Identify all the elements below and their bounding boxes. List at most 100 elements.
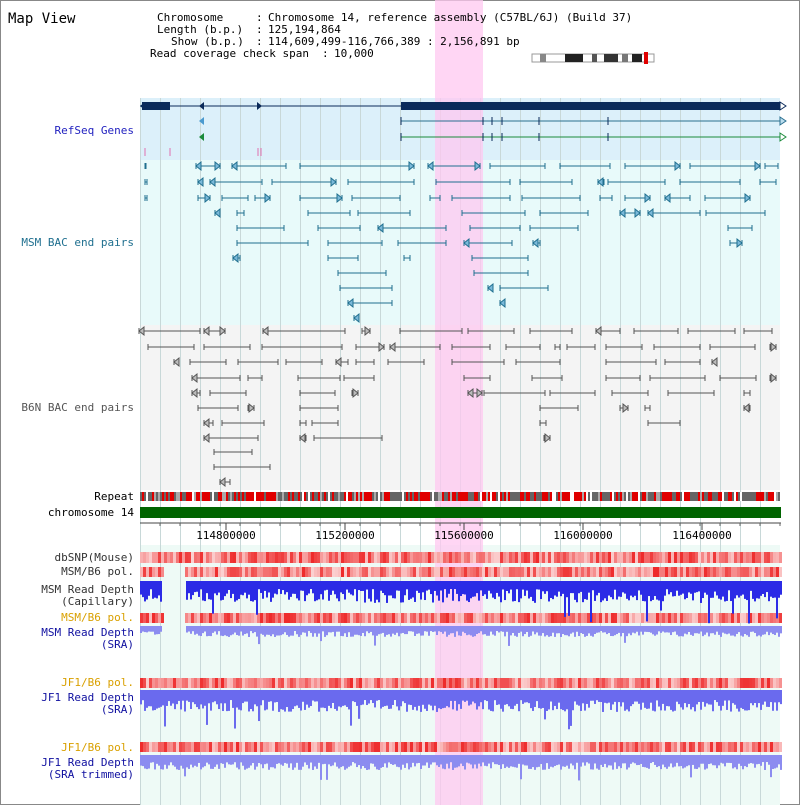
bac-end-pair[interactable]: [554, 344, 561, 350]
track-label-jf1-pol-2[interactable]: JF1/B6 pol.: [61, 741, 134, 754]
bac-end-pair[interactable]: [299, 192, 343, 204]
bac-end-pair[interactable]: [387, 359, 425, 365]
bac-end-pair[interactable]: [471, 255, 529, 261]
depth-row[interactable]: [140, 626, 782, 646]
bac-end-pair[interactable]: [521, 195, 581, 201]
bac-end-pair[interactable]: [299, 390, 336, 396]
bac-end-pair[interactable]: [337, 270, 387, 276]
bac-end-pair[interactable]: [377, 222, 447, 234]
bac-end-pair[interactable]: [559, 163, 611, 169]
bac-end-pair[interactable]: [653, 344, 701, 350]
bac-end-pair[interactable]: [529, 328, 573, 334]
bac-end-pair[interactable]: [361, 325, 371, 337]
track-label-refseq[interactable]: RefSeq Genes: [55, 124, 134, 137]
bac-end-pair[interactable]: [705, 210, 766, 216]
bac-end-pair[interactable]: [483, 390, 546, 396]
bac-end-pair[interactable]: [605, 359, 657, 365]
highlight-region[interactable]: [435, 0, 483, 805]
bac-end-pair[interactable]: [461, 210, 526, 216]
bac-end-pair[interactable]: [209, 176, 263, 188]
heat-row[interactable]: [140, 613, 782, 623]
bac-end-pair[interactable]: [203, 432, 259, 444]
bac-end-pair[interactable]: [339, 285, 393, 291]
repeat-track[interactable]: [140, 492, 782, 501]
bac-end-pair[interactable]: [605, 344, 643, 350]
bac-end-pair[interactable]: [743, 390, 751, 396]
bac-end-pair[interactable]: [667, 390, 715, 396]
bac-end-pair[interactable]: [644, 405, 651, 411]
bac-end-pair[interactable]: [351, 387, 359, 399]
bac-end-pair[interactable]: [549, 390, 596, 396]
bac-end-pair[interactable]: [427, 160, 481, 172]
bac-end-pair[interactable]: [664, 192, 691, 204]
bac-end-pair[interactable]: [529, 225, 579, 231]
bac-end-pair[interactable]: [463, 375, 491, 381]
track-label-msm-pol-2[interactable]: MSM/B6 pol.: [61, 611, 134, 624]
bac-end-pair[interactable]: [307, 210, 351, 216]
bac-end-pair[interactable]: [687, 328, 736, 334]
bac-end-pair[interactable]: [254, 192, 271, 204]
bac-end-pair[interactable]: [262, 325, 346, 337]
bac-end-pair[interactable]: [299, 420, 307, 426]
bac-end-pair[interactable]: [689, 160, 761, 172]
bac-end-pair[interactable]: [138, 325, 201, 337]
bac-end-pair[interactable]: [469, 225, 521, 231]
bac-end-pair[interactable]: [624, 160, 681, 172]
bac-end-pair[interactable]: [759, 179, 777, 185]
track-label-repeat[interactable]: Repeat: [94, 490, 134, 503]
track-label-dbsnp[interactable]: dbSNP(Mouse): [55, 551, 134, 564]
bac-end-pair[interactable]: [597, 176, 605, 188]
bac-end-pair[interactable]: [203, 325, 226, 337]
bac-end-pair[interactable]: [232, 252, 241, 264]
bac-end-pair[interactable]: [221, 420, 265, 426]
bac-end-pair[interactable]: [297, 375, 341, 381]
bac-end-pair[interactable]: [327, 240, 383, 246]
track-label-msm-depth-sra[interactable]: MSM Read Depth: [41, 626, 134, 639]
bac-end-pair[interactable]: [237, 359, 279, 365]
bac-end-pair[interactable]: [353, 312, 360, 324]
bac-end-pair[interactable]: [611, 390, 649, 396]
bac-end-pair[interactable]: [236, 240, 309, 246]
track-label-msm-bac[interactable]: MSM BAC end pairs: [21, 236, 134, 249]
bac-end-pair[interactable]: [144, 163, 147, 169]
bac-end-pair[interactable]: [679, 179, 741, 185]
bac-end-pair[interactable]: [519, 179, 573, 185]
bac-end-pair[interactable]: [261, 344, 343, 350]
bac-end-pair[interactable]: [219, 476, 231, 488]
bac-end-pair[interactable]: [147, 344, 195, 350]
bac-end-pair[interactable]: [743, 328, 773, 334]
bac-end-pair[interactable]: [711, 356, 718, 368]
bac-end-pair[interactable]: [347, 297, 393, 309]
track-label-jf1-depth-trim[interactable]: JF1 Read Depth: [41, 756, 134, 769]
heat-row[interactable]: [140, 567, 782, 577]
bac-end-pair[interactable]: [619, 402, 629, 414]
bac-end-pair[interactable]: [467, 387, 483, 399]
bac-end-pair[interactable]: [515, 359, 561, 365]
bac-end-pair[interactable]: [355, 341, 385, 353]
bac-end-pair[interactable]: [764, 163, 779, 169]
bac-end-pair[interactable]: [532, 237, 541, 249]
chromosome-bar[interactable]: [140, 507, 781, 518]
bac-end-pair[interactable]: [299, 405, 339, 411]
bac-end-pair[interactable]: [197, 405, 239, 411]
bac-end-pair[interactable]: [236, 210, 245, 216]
bac-end-pair[interactable]: [311, 420, 339, 426]
bac-end-pair[interactable]: [451, 195, 511, 201]
bac-end-pair[interactable]: [539, 405, 579, 411]
track-label-msm-pol-1[interactable]: MSM/B6 pol.: [61, 565, 134, 578]
bac-end-pair[interactable]: [709, 344, 756, 350]
bac-end-pair[interactable]: [335, 356, 349, 368]
track-label-chromosome[interactable]: chromosome 14: [48, 506, 134, 519]
bac-end-pair[interactable]: [499, 297, 506, 309]
bac-end-pair[interactable]: [487, 282, 494, 294]
msm-bac-pairs[interactable]: [144, 160, 779, 324]
bac-end-pair[interactable]: [624, 192, 651, 204]
bac-end-pair[interactable]: [539, 210, 589, 216]
depth-row[interactable]: [140, 581, 782, 624]
bac-end-pair[interactable]: [197, 176, 204, 188]
bac-end-pair[interactable]: [397, 240, 447, 246]
bac-end-pair[interactable]: [743, 402, 751, 414]
bac-end-pair[interactable]: [566, 344, 596, 350]
bac-end-pair[interactable]: [195, 160, 221, 172]
bac-end-pair[interactable]: [704, 192, 751, 204]
